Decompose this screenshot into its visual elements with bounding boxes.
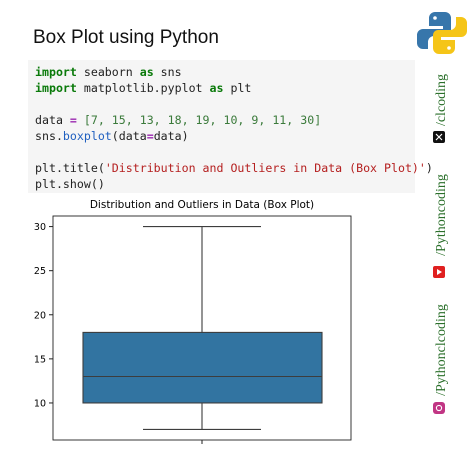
code-token: 'Distribution and Outliers in Data (Box …	[104, 161, 426, 175]
code-token: plt	[223, 81, 252, 95]
code-line: import matplotlib.pyplot as plt	[35, 80, 415, 96]
code-token: boxplot	[62, 129, 112, 143]
code-token: import	[35, 81, 77, 95]
code-token: sns	[153, 65, 182, 79]
box	[82, 331, 323, 404]
code-token: as	[139, 65, 154, 79]
code-block: import seaborn as sns import matplotlib.p…	[28, 60, 433, 193]
y-tick-label: 10	[34, 398, 46, 409]
y-tick-label: 25	[34, 266, 46, 277]
y-tick-label: 30	[34, 222, 46, 233]
code-token: plt.show()	[35, 177, 105, 191]
youtube-icon	[433, 266, 445, 278]
code-token: =	[69, 113, 77, 127]
python-logo	[417, 12, 467, 54]
code-token: matplotlib.pyplot	[76, 81, 210, 95]
code-line: plt.show()	[35, 176, 415, 192]
code-line: import seaborn as sns	[35, 64, 415, 80]
code-token: seaborn	[76, 65, 140, 79]
y-tick-label: 15	[34, 354, 46, 365]
chart-title: Distribution and Outliers in Data (Box P…	[90, 199, 314, 211]
code-token: (data	[111, 129, 147, 143]
instagram-icon	[433, 402, 445, 414]
code-line: plt.title('Distribution and Outliers in …	[35, 160, 433, 176]
code-token: as	[209, 81, 224, 95]
x-icon	[433, 131, 445, 143]
code-line: sns.boxplot(data=data)	[35, 128, 415, 144]
code-token: import	[35, 65, 77, 79]
code-token: data	[35, 113, 70, 127]
code-token: sns.	[35, 129, 63, 143]
side-link[interactable]: /clcoding	[434, 74, 449, 126]
code-token: )	[425, 161, 433, 175]
side-link[interactable]: /Pythonclcoding	[434, 304, 449, 396]
code-token: =	[146, 129, 154, 143]
y-tick-label: 20	[34, 310, 46, 321]
code-token: plt.title(	[35, 161, 105, 175]
code-token: [7, 15, 13, 18, 19, 10, 9, 11, 30]	[76, 113, 322, 127]
code-line: data = [7, 15, 13, 18, 19, 10, 9, 11, 30…	[35, 112, 415, 128]
code-token: data)	[153, 129, 189, 143]
page-title: Box Plot using Python	[33, 27, 219, 48]
side-link[interactable]: /Pythoncoding	[434, 174, 449, 256]
